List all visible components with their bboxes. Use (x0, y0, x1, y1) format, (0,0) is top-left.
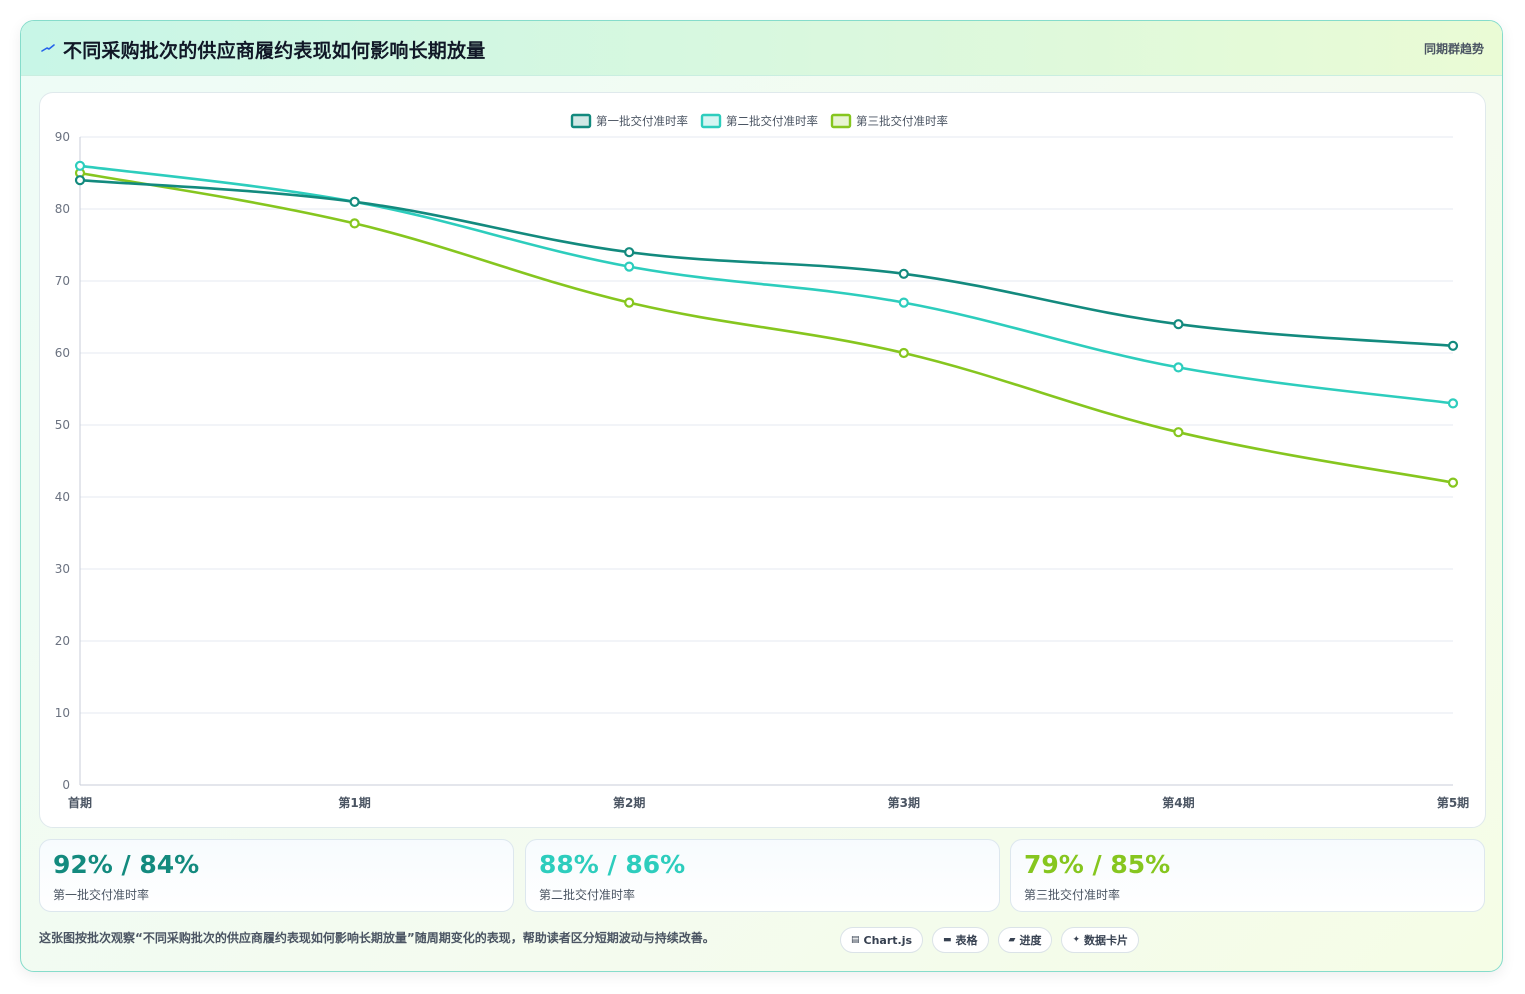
line-chart: 0 10 20 30 40 50 60 70 80 90 首期 第1期 第2期 第3期 第4期 第5期 第一批交… (55, 113, 1469, 810)
stat-label: 第三批交付准时率 (1024, 888, 1121, 902)
data-point (1447, 340, 1459, 351)
legend-label: 第三批交付准时率 (856, 114, 948, 128)
data-point (1447, 477, 1459, 488)
y-tick-label: 10 (55, 706, 70, 720)
y-tick-label: 40 (55, 490, 70, 504)
data-point (898, 347, 909, 359)
data-point (1173, 362, 1184, 373)
table-icon: ▬ (943, 935, 952, 945)
chip-label: Chart.js (863, 933, 913, 947)
y-tick-label: 70 (55, 274, 70, 288)
page-title: 不同采购批次的供应商履约表现如何影响长期放量 (63, 40, 486, 62)
data-point (1173, 319, 1184, 330)
card-header: 不同采购批次的供应商履约表现如何影响长期放量 同期群趋势 (21, 21, 1502, 76)
data-point (624, 297, 635, 308)
x-tick-label: 第1期 (338, 795, 370, 810)
y-tick-label: 0 (62, 778, 70, 792)
data-point (898, 297, 909, 308)
data-point (1447, 398, 1459, 409)
chart-card: 不同采购批次的供应商履约表现如何影响长期放量 同期群趋势 0 10 20 30 40 50… (20, 20, 1503, 972)
x-tick-label: 第5期 (1437, 795, 1469, 810)
y-tick-label: 60 (55, 346, 70, 360)
stat-card-3: 79% / 85% 第三批交付准时率 (1010, 839, 1485, 912)
stat-label: 第二批交付准时率 (539, 888, 636, 902)
stat-label: 第一批交付准时率 (53, 888, 150, 902)
x-tick-label: 第3期 (888, 795, 920, 810)
footnote: 这张图按批次观察“不同采购批次的供应商履约表现如何影响长期放量”随周期变化的表现… (39, 931, 715, 945)
chart-icon: ▤ (851, 935, 860, 945)
x-tick-label: 第4期 (1162, 795, 1194, 810)
stat-value: 79% / 85% (1024, 850, 1171, 879)
chip-chartjs[interactable]: ▤ Chart.js (840, 927, 924, 953)
data-point (624, 261, 635, 272)
chip-label: 进度 (1019, 934, 1042, 947)
series-line-1 (79, 178, 1454, 348)
y-tick-label: 80 (55, 202, 70, 216)
data-point (1173, 427, 1184, 438)
chip-table[interactable]: ▬ 表格 (932, 927, 989, 953)
header-tag: 同期群趋势 (1423, 42, 1484, 56)
legend-swatch (700, 113, 722, 129)
y-tick-label: 50 (55, 418, 70, 432)
data-point (349, 218, 360, 229)
series-line-3 (79, 171, 1454, 484)
chip-label: 数据卡片 (1084, 934, 1129, 947)
legend-label: 第二批交付准时率 (726, 114, 818, 128)
chip-label: 表格 (955, 934, 978, 947)
x-tick-label: 首期 (68, 795, 92, 810)
data-point (349, 196, 360, 207)
stat-card-1: 92% / 84% 第一批交付准时率 (39, 839, 514, 912)
data-point (74, 175, 86, 186)
stat-value: 92% / 84% (53, 850, 200, 879)
y-tick-label: 30 (55, 562, 70, 576)
stat-value: 88% / 86% (539, 850, 686, 879)
data-point (624, 247, 635, 258)
x-tick-label: 第2期 (613, 795, 645, 810)
chip-progress[interactable]: ▰ 进度 (997, 927, 1053, 953)
data-point (74, 160, 86, 171)
chip-row: ▤ Chart.js ▬ 表格 ▰ 进度 ✦ 数据卡片 (840, 927, 1140, 953)
chip-data-card[interactable]: ✦ 数据卡片 (1061, 927, 1140, 953)
data-point (898, 268, 909, 279)
sparkle-icon: ✦ (1072, 935, 1081, 945)
legend-swatch (830, 113, 852, 129)
progress-icon: ▰ (1008, 935, 1016, 945)
stat-card-2: 88% / 86% 第二批交付准时率 (525, 839, 1000, 912)
legend-label: 第一批交付准时率 (596, 114, 688, 128)
series-line-2 (79, 164, 1454, 405)
y-tick-label: 90 (55, 130, 70, 144)
y-tick-label: 20 (55, 634, 70, 648)
legend-swatch (570, 113, 592, 129)
trend-icon (41, 44, 55, 52)
chart-panel: 0 10 20 30 40 50 60 70 80 90 首期 第1期 第2期 第3期 第4期 第5期 第一批交… (39, 92, 1486, 828)
